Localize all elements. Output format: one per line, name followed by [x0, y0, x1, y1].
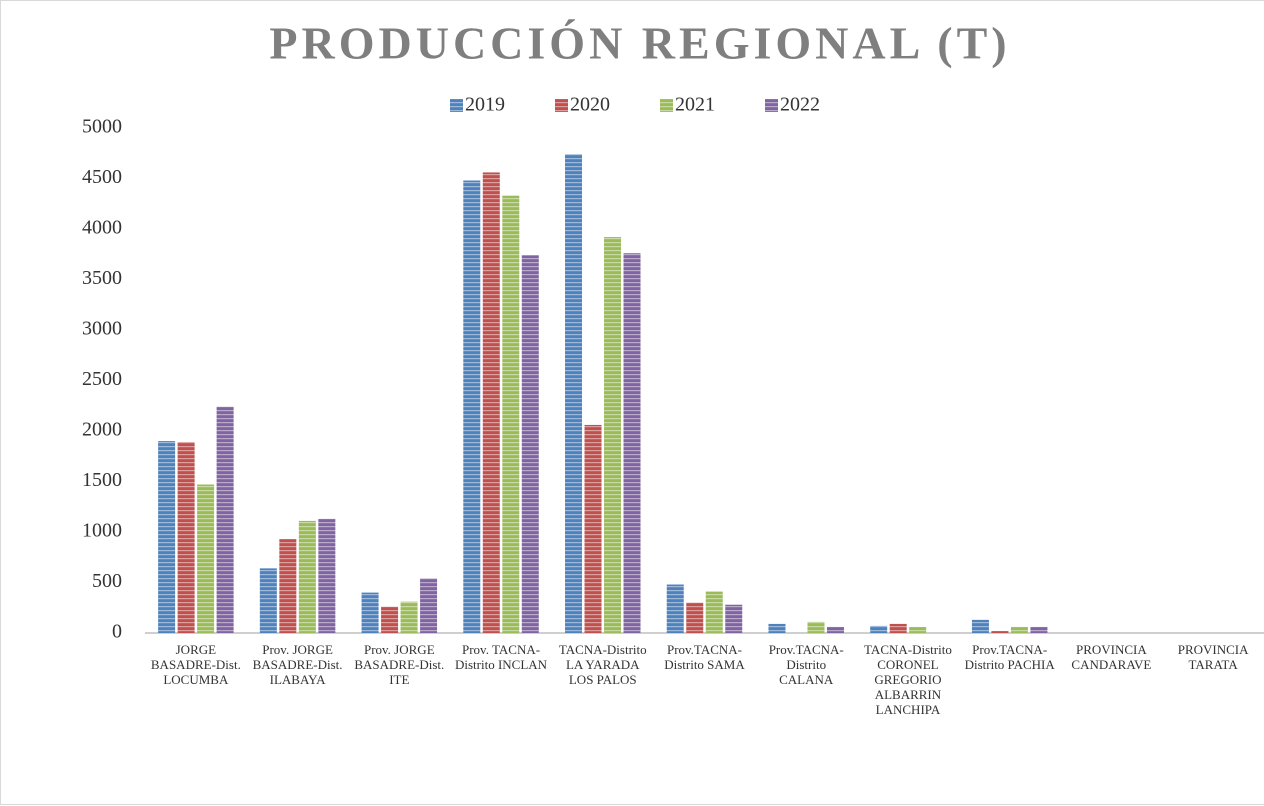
x-tick-label: PROVINCIA CANDARAVE: [1071, 642, 1152, 672]
legend-swatch: [555, 99, 568, 112]
bar: [279, 539, 297, 633]
y-tick-label: 500: [92, 570, 122, 592]
bar: [971, 619, 989, 633]
bar: [502, 195, 520, 634]
bar: [400, 601, 418, 633]
bar: [768, 623, 786, 633]
y-tick-label: 2500: [82, 368, 122, 390]
y-tick-label: 1500: [82, 469, 122, 491]
x-tick-label: Prov.TACNA-Distrito PACHIA: [964, 642, 1055, 672]
y-tick-label: 3500: [82, 267, 122, 289]
y-tick-label: 0: [112, 621, 122, 643]
y-tick-label: 2000: [82, 419, 122, 441]
bar: [1030, 626, 1048, 633]
legend-label: 2022: [780, 94, 820, 116]
legend-label: 2020: [570, 94, 610, 116]
x-tick-label: Prov.TACNA-Distrito SAMA: [664, 642, 745, 672]
x-tick-label: Prov.TACNA-Distrito CALANA: [768, 642, 844, 687]
y-tick-label: 4000: [82, 217, 122, 239]
bar: [361, 592, 379, 633]
bar: [463, 180, 481, 633]
bar: [623, 253, 641, 634]
bar: [565, 154, 583, 633]
bar: [298, 520, 316, 633]
legend-swatch: [450, 99, 463, 112]
x-tick-label: TACNA-Distrito CORONEL GREGORIO ALBARRIN…: [864, 642, 952, 717]
bar: [177, 442, 195, 633]
x-tick-label: Prov. JORGE BASADRE-Dist. ITE: [354, 642, 445, 687]
bar: [909, 626, 927, 633]
legend-swatch: [660, 99, 673, 112]
bar: [584, 424, 602, 633]
bar: [259, 568, 277, 633]
x-tick-label: PROVINCIA TARATA: [1177, 642, 1249, 672]
bar: [521, 255, 539, 633]
bar: [705, 591, 723, 633]
legend-swatch: [765, 99, 778, 112]
y-tick-label: 3000: [82, 318, 122, 340]
bar: [420, 578, 438, 633]
bar: [381, 606, 399, 633]
bar: [991, 630, 1009, 633]
y-tick-label: 5000: [82, 116, 122, 138]
bar: [158, 441, 176, 633]
bar: [482, 172, 500, 633]
bar: [197, 484, 215, 633]
bar: [889, 623, 907, 633]
x-tick-label: Prov. JORGE BASADRE-Dist. ILABAYA: [252, 642, 343, 687]
bar: [826, 626, 844, 633]
bar: [318, 518, 336, 633]
legend-label: 2021: [675, 94, 715, 116]
bar: [216, 406, 234, 633]
x-tick-label: TACNA-Distrito LA YARADA LOS PALOS: [558, 642, 647, 687]
bar: [686, 602, 704, 633]
legend-label: 2019: [465, 94, 505, 116]
bar: [725, 604, 743, 633]
y-tick-label: 4500: [82, 166, 122, 188]
chart-title: PRODUCCIÓN REGIONAL (T): [269, 18, 1010, 69]
x-tick-label: Prov. TACNA-Distrito INCLAN: [454, 642, 548, 672]
bar: [604, 237, 622, 633]
bar: [666, 584, 684, 633]
bar: [1010, 626, 1028, 633]
bar: [870, 625, 888, 633]
y-tick-label: 1000: [82, 520, 122, 542]
x-tick-label: JORGE BASADRE-Dist. LOCUMBA: [150, 642, 241, 687]
bar: [807, 621, 825, 633]
